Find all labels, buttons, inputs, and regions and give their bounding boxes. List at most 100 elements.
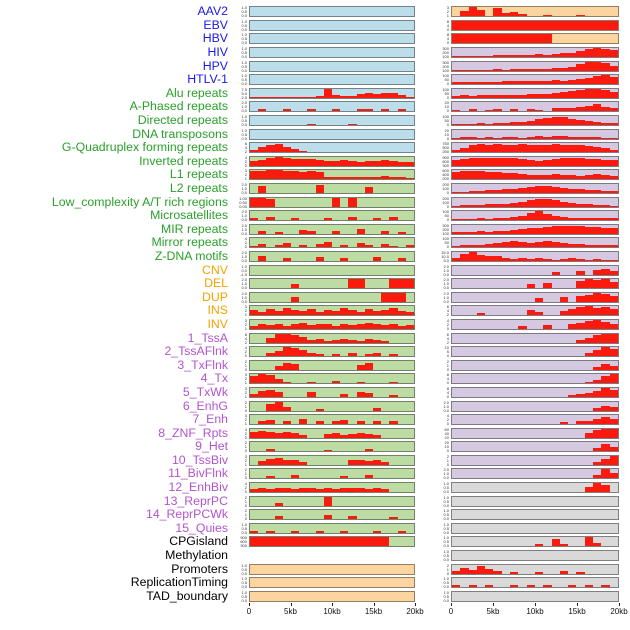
data-bar [348, 515, 357, 520]
data-bar [250, 326, 259, 329]
data-bar [348, 460, 357, 465]
data-bar [593, 48, 602, 58]
y-tick-label: 0.5 [443, 553, 449, 559]
data-bar [543, 241, 552, 248]
data-bar [250, 394, 259, 397]
x-axis-row: 0 5kb 10kb 15kb 20kb 0 5kb 10kb 15kb 20kb [2, 603, 628, 619]
y-tick-label: 1.0 [241, 577, 247, 582]
y-tick-label: 2 [244, 308, 247, 314]
data-bar [485, 190, 494, 194]
data-bar [518, 258, 527, 261]
right-panel-methylation [451, 550, 619, 562]
data-bar [485, 144, 494, 153]
data-bar [518, 81, 527, 85]
data-bar [576, 244, 585, 248]
y-tick-label: 0.0 [443, 298, 449, 303]
y-tick-label: 200 [442, 196, 449, 201]
data-bar [397, 531, 406, 533]
data-bar [258, 488, 267, 493]
data-bar [258, 537, 267, 547]
data-bar [493, 144, 502, 153]
data-bar [364, 177, 374, 180]
y-tick-label: 5.0 [443, 257, 449, 262]
data-bar [468, 69, 477, 71]
data-bar [332, 160, 341, 166]
data-bar [405, 279, 415, 289]
data-bar [468, 570, 477, 574]
left-panel-hbv [249, 33, 415, 45]
data-bar [291, 324, 300, 329]
x-tick-label: 10kb [323, 607, 341, 617]
data-bar [299, 349, 308, 357]
data-bar [601, 321, 610, 329]
y-tick-label: 1 [244, 325, 247, 330]
data-bar [584, 306, 594, 316]
y-tick-label: 100 [442, 115, 449, 120]
y-tick-label: 2 [244, 495, 247, 500]
data-bar [601, 260, 610, 261]
left-panel-9-het [249, 441, 415, 453]
right-panel-dup [451, 291, 619, 303]
track-row-hiv: HIV 1.00.50.0 3002001000 [2, 46, 626, 60]
data-bar [460, 56, 469, 58]
data-bar [601, 63, 610, 71]
right-panel-promoters [451, 563, 619, 575]
right-panel-g-quadruplex-forming-repeats [451, 142, 619, 154]
right-panel-5-txwk [451, 386, 619, 398]
right-panel-1-tssa [451, 332, 619, 344]
y-tick-label: 3 [446, 6, 449, 11]
x-tick-mark [249, 603, 250, 607]
data-bar [518, 174, 527, 180]
data-bar [274, 378, 283, 384]
y-tick-label: 0 [446, 190, 449, 195]
y-tick-label: 2 [244, 485, 247, 491]
data-bar [274, 433, 283, 438]
data-bar [576, 189, 585, 194]
left-panel-14-reprpcwk [249, 509, 415, 521]
y-tick-label: 20 [444, 101, 449, 106]
y-tick-label: 0.5 [443, 593, 449, 599]
data-bar [559, 226, 569, 234]
right-panel-4-tx [451, 373, 619, 385]
left-y-axis-ticks: 1.0 0.5 0.0 [233, 115, 249, 126]
data-bar [250, 217, 259, 221]
data-bar [593, 76, 602, 85]
data-bar [266, 96, 275, 98]
right-panel-alu-repeats [451, 87, 619, 99]
data-bar [593, 308, 602, 316]
data-bar [526, 80, 535, 85]
data-bar [476, 158, 486, 166]
data-bar [576, 106, 585, 112]
data-bar [493, 108, 502, 112]
y-tick-label: 2.0 [443, 278, 449, 283]
data-bar [510, 173, 519, 180]
data-bar [568, 136, 577, 139]
data-bar [266, 458, 275, 465]
data-bar [609, 123, 618, 126]
data-bar [601, 122, 610, 126]
y-tick-label: 0.0 [241, 13, 247, 18]
y-tick-label: 2.0 [241, 183, 247, 188]
data-bar [584, 106, 594, 112]
data-bar [397, 95, 406, 98]
data-bar [526, 585, 535, 588]
data-bar [452, 258, 461, 261]
data-bar [526, 108, 535, 112]
data-bar [576, 20, 585, 30]
data-bar [291, 217, 300, 221]
data-bar [593, 483, 602, 493]
y-tick-label: 1 [446, 566, 449, 572]
y-tick-label: 2 [446, 563, 449, 568]
data-bar [534, 175, 544, 180]
y-tick-label: 0.0 [443, 502, 449, 507]
data-bar [510, 571, 519, 574]
y-tick-label: 8 [446, 373, 449, 378]
data-bar [323, 161, 333, 166]
x-tick-mark [332, 603, 333, 607]
y-tick-label: 1.0 [443, 471, 449, 477]
data-bar [348, 325, 357, 329]
data-bar [534, 161, 544, 166]
data-bar [282, 381, 292, 384]
y-tick-label: 0.0 [241, 584, 247, 589]
